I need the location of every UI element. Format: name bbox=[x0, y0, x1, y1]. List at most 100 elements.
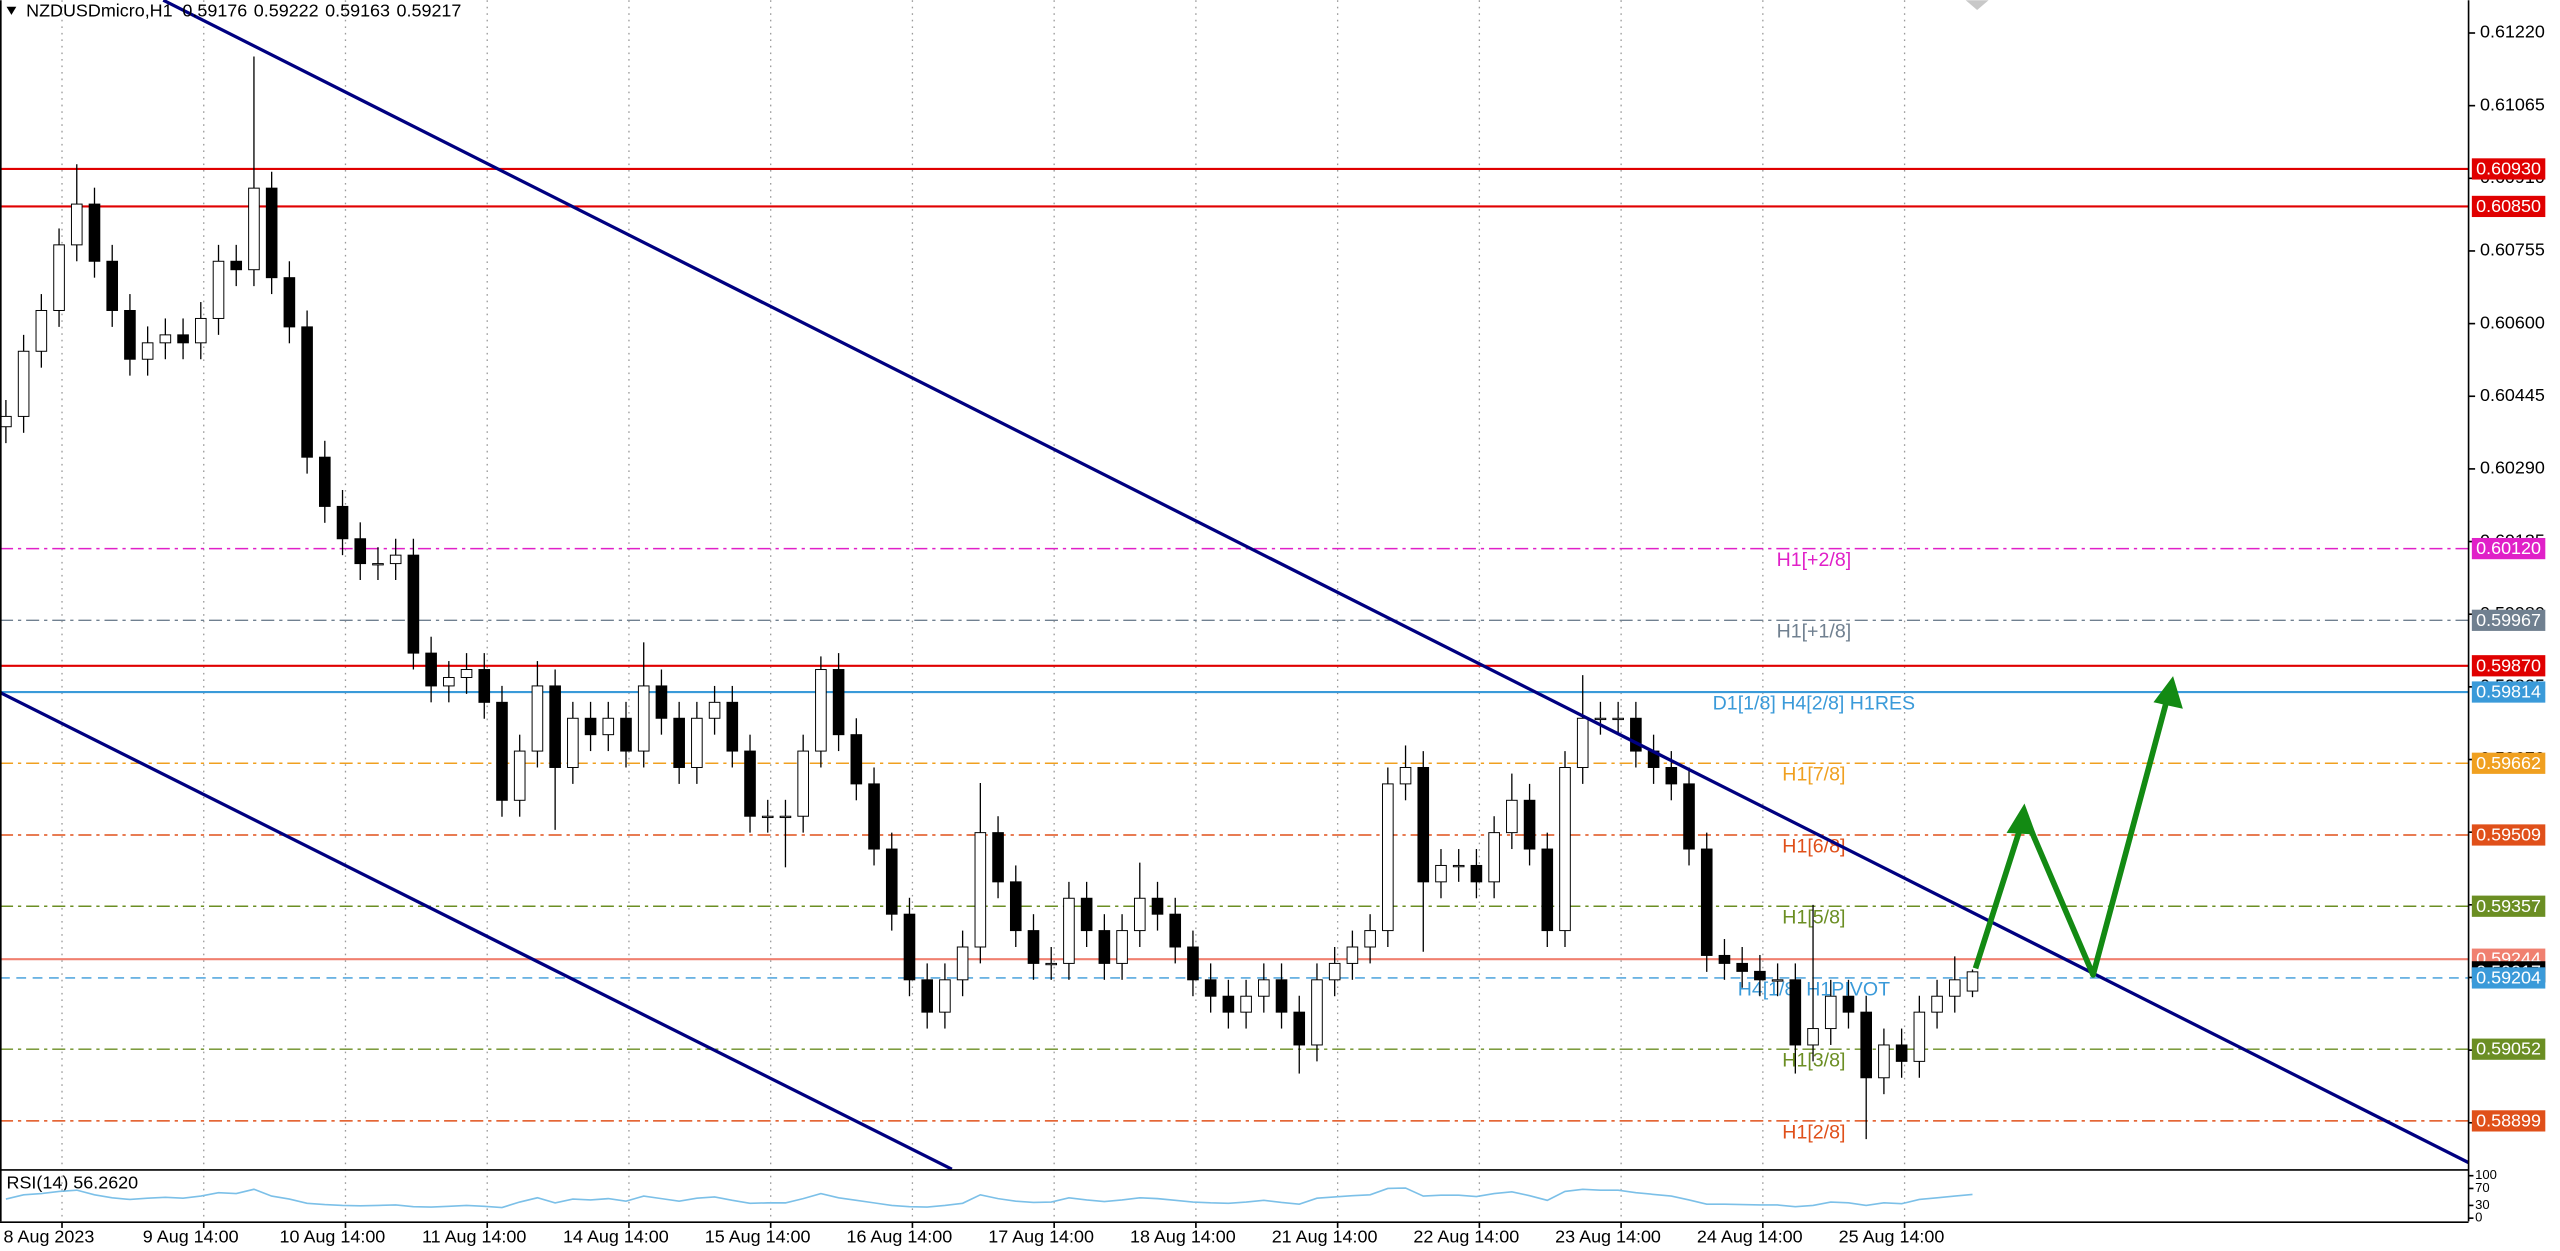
candle-body bbox=[1807, 1028, 1819, 1046]
rsi-label: RSI(14) 56.2620 bbox=[7, 1173, 139, 1193]
candle-body bbox=[903, 913, 916, 981]
header-text: NZDUSDmicro,H1 0.59176 0.59222 0.59163 0.592… bbox=[26, 0, 461, 20]
candle-body bbox=[549, 685, 561, 768]
level-price-box bbox=[2471, 967, 2546, 989]
candle-body bbox=[1541, 848, 1554, 932]
trend-line bbox=[162, 0, 2470, 1165]
level-price-label: 0.60120 bbox=[2476, 538, 2541, 558]
rsi-tick-label: 30 bbox=[2475, 1197, 2490, 1212]
header: NZDUSDmicro,H1 0.59176 0.59222 0.59163 0.592… bbox=[6, 0, 461, 20]
candle-body bbox=[141, 342, 154, 360]
candle-body bbox=[159, 334, 172, 344]
level-price-box bbox=[2471, 824, 2546, 846]
level-price-label: 0.60930 bbox=[2476, 158, 2541, 178]
grid-layer bbox=[61, 0, 1906, 1222]
level-name: H4[1/8] H1PIVOT bbox=[1738, 978, 1890, 1000]
candle-body bbox=[248, 187, 260, 271]
candle-body bbox=[1435, 864, 1447, 883]
candle-body bbox=[1346, 946, 1359, 964]
arrow-head bbox=[2153, 676, 2183, 709]
level-price-box bbox=[2471, 195, 2546, 218]
x-tick-label: 15 Aug 14:00 bbox=[705, 1226, 811, 1246]
candle-body bbox=[1878, 1044, 1890, 1079]
candle-body bbox=[1559, 766, 1571, 932]
rsi-tick-label: 70 bbox=[2475, 1180, 2490, 1195]
candle-body bbox=[1470, 864, 1483, 883]
level-price-label: 0.59509 bbox=[2476, 825, 2541, 845]
candle-body bbox=[1771, 979, 1784, 982]
candle-body bbox=[35, 309, 48, 352]
candle-body bbox=[620, 717, 632, 752]
y-tick-label: 0.60755 bbox=[2480, 240, 2545, 260]
candle-body bbox=[1169, 913, 1182, 948]
candle-body bbox=[850, 734, 863, 785]
candle-body bbox=[1576, 717, 1589, 768]
candle-body bbox=[761, 815, 774, 819]
candle-body bbox=[885, 848, 898, 915]
level-price-box bbox=[2471, 1110, 2546, 1132]
candle-body bbox=[513, 750, 526, 801]
level-price-box bbox=[2471, 537, 2546, 560]
candle-body bbox=[1754, 970, 1766, 981]
level-name: H1[7/8] bbox=[1782, 764, 1845, 786]
level-price-box bbox=[2471, 681, 2546, 703]
candle-body bbox=[124, 309, 136, 360]
level-price-box bbox=[2471, 895, 2546, 917]
candle-body bbox=[1151, 897, 1164, 915]
candle-body bbox=[1311, 979, 1323, 1046]
axis-layer: 8 Aug 2023 9 Aug 14:00 10 Aug 14:00 11 Aug … bbox=[4, 22, 2546, 1246]
candle-body bbox=[797, 750, 809, 817]
candle-body bbox=[372, 563, 384, 566]
candle-body bbox=[1045, 962, 1058, 966]
level-price-box bbox=[2471, 609, 2546, 631]
candle-body bbox=[1683, 783, 1695, 850]
level-price-label: 0.60850 bbox=[2476, 196, 2541, 216]
level-price-label: 0.59814 bbox=[2476, 682, 2541, 702]
candle-body bbox=[602, 717, 615, 736]
candle-body bbox=[921, 979, 933, 1013]
symbol: NZDUSDmicro,H1 bbox=[26, 0, 173, 20]
candle-body bbox=[1364, 930, 1376, 948]
bar-low: 0.59163 bbox=[325, 0, 390, 20]
candle-body bbox=[1488, 832, 1500, 883]
candle-body bbox=[779, 815, 792, 819]
candle-body bbox=[0, 415, 12, 428]
candle-body bbox=[283, 277, 296, 328]
candle-body bbox=[1842, 995, 1855, 1013]
candle-body bbox=[301, 326, 313, 458]
y-tick-label: 0.60445 bbox=[2480, 385, 2545, 405]
candle-body bbox=[1824, 995, 1837, 1030]
x-tick-label: 21 Aug 14:00 bbox=[1272, 1226, 1378, 1246]
candle-body bbox=[88, 203, 101, 262]
candle-body bbox=[1630, 717, 1642, 752]
rsi-line bbox=[5, 1187, 1973, 1209]
candle-body bbox=[53, 244, 65, 311]
candle-body bbox=[1931, 995, 1943, 1013]
x-tick-label: 18 Aug 14:00 bbox=[1130, 1226, 1236, 1246]
candle-body bbox=[177, 334, 189, 344]
candle-body bbox=[584, 717, 597, 736]
level-price-box bbox=[2471, 158, 2546, 180]
level-price-box bbox=[2471, 1038, 2546, 1060]
level-name: H1[5/8] bbox=[1782, 907, 1845, 929]
candle-body bbox=[726, 701, 739, 752]
bar-close: 0.59217 bbox=[397, 0, 462, 20]
candle-body bbox=[673, 717, 685, 768]
candle-body bbox=[1665, 766, 1678, 785]
candle-body bbox=[212, 260, 225, 319]
level-name: H1[3/8] bbox=[1782, 1050, 1845, 1072]
candle-body bbox=[1913, 1011, 1926, 1062]
bar-high: 0.59222 bbox=[254, 0, 319, 20]
candle-body bbox=[1133, 897, 1146, 932]
candle-body bbox=[691, 717, 703, 768]
level-price-box bbox=[2471, 655, 2546, 677]
candle-body bbox=[354, 538, 367, 565]
candle-body bbox=[1736, 962, 1748, 972]
candle-body bbox=[655, 685, 668, 719]
x-tick-label: 9 Aug 14:00 bbox=[143, 1226, 239, 1246]
candle-body bbox=[319, 456, 331, 507]
candle-body bbox=[1860, 1011, 1872, 1079]
